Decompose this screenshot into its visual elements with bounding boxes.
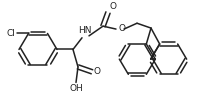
- Text: O: O: [119, 24, 126, 33]
- Text: O: O: [110, 2, 117, 11]
- Text: OH: OH: [69, 84, 83, 93]
- Text: HN: HN: [78, 26, 92, 35]
- Text: O: O: [94, 67, 101, 76]
- Text: Cl: Cl: [7, 29, 15, 38]
